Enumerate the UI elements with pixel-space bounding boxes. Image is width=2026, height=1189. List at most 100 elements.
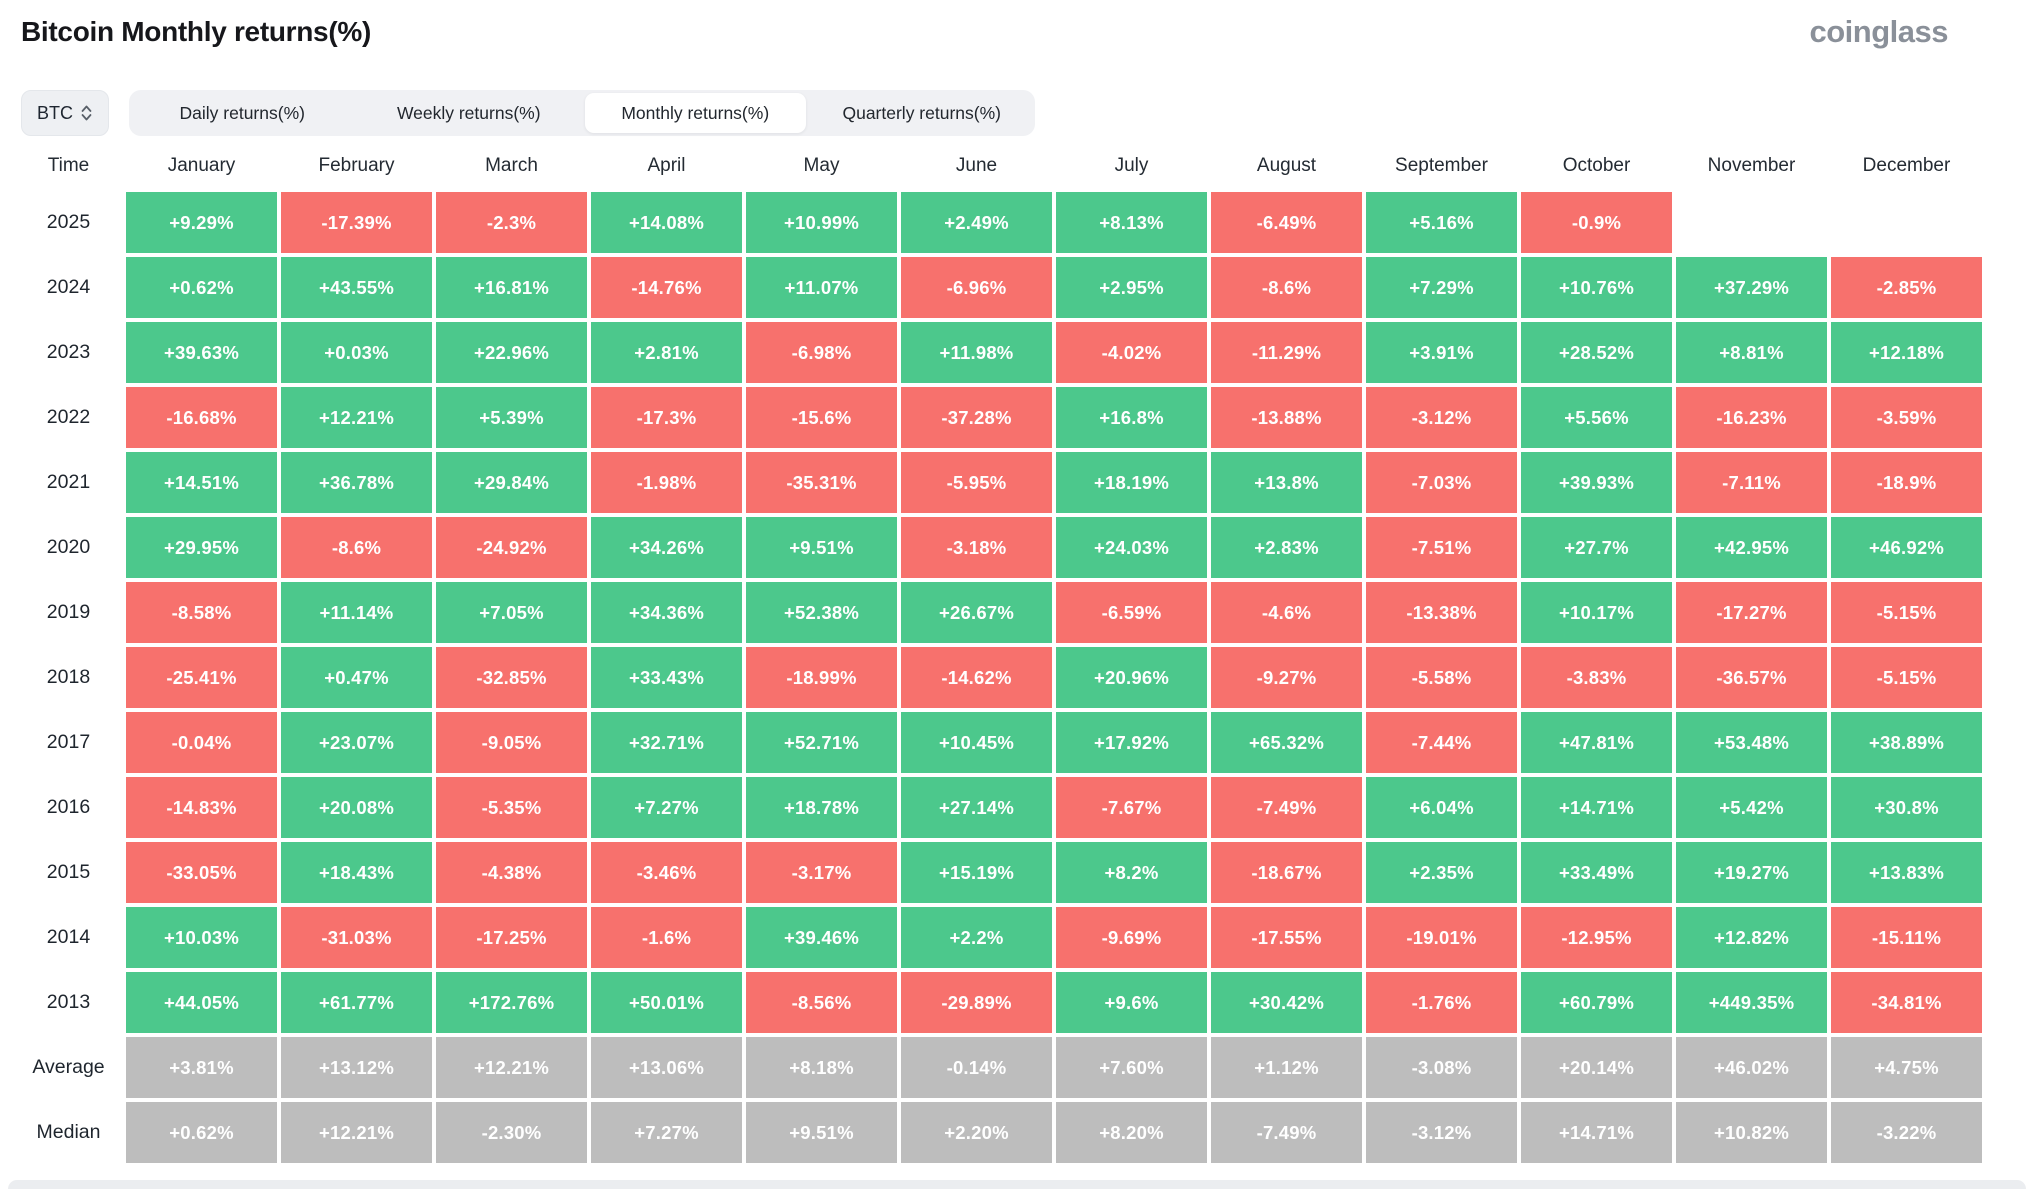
return-cell: -2.85% — [1831, 257, 1982, 318]
return-cell: +8.2% — [1056, 842, 1207, 903]
topbar: Bitcoin Monthly returns(%) coinglass — [0, 0, 2026, 50]
return-cell: +0.62% — [126, 257, 277, 318]
return-cell: -5.15% — [1831, 647, 1982, 708]
return-cell: -8.6% — [1211, 257, 1362, 318]
return-cell: +2.95% — [1056, 257, 1207, 318]
return-cell: +42.95% — [1676, 517, 1827, 578]
return-cell: +14.71% — [1521, 1102, 1672, 1163]
return-cell: +39.46% — [746, 907, 897, 968]
return-cell: +10.76% — [1521, 257, 1672, 318]
return-cell: -11.29% — [1211, 322, 1362, 383]
return-cell: +2.2% — [901, 907, 1052, 968]
return-cell: -8.58% — [126, 582, 277, 643]
tab-quarterly-returns[interactable]: Quarterly returns(%) — [842, 102, 1001, 123]
return-cell: +38.89% — [1831, 712, 1982, 773]
return-cell: -33.05% — [126, 842, 277, 903]
return-cell: -1.98% — [591, 452, 742, 513]
coin-selector-label: BTC — [37, 102, 73, 123]
return-cell: -9.69% — [1056, 907, 1207, 968]
return-cell: +18.78% — [746, 777, 897, 838]
return-cell: -18.9% — [1831, 452, 1982, 513]
return-cell: +46.02% — [1676, 1037, 1827, 1098]
return-cell: +449.35% — [1676, 972, 1827, 1033]
return-cell: +13.12% — [281, 1037, 432, 1098]
return-cell: +18.19% — [1056, 452, 1207, 513]
return-cell: -7.51% — [1366, 517, 1517, 578]
return-cell: +11.07% — [746, 257, 897, 318]
return-cell: -16.68% — [126, 387, 277, 448]
return-cell: -14.76% — [591, 257, 742, 318]
return-cell — [1831, 192, 1982, 253]
return-cell: -1.76% — [1366, 972, 1517, 1033]
return-cell: -7.49% — [1211, 777, 1362, 838]
return-cell: -17.25% — [436, 907, 587, 968]
return-cell: +23.07% — [281, 712, 432, 773]
return-cell: +10.03% — [126, 907, 277, 968]
return-cell: +9.51% — [746, 517, 897, 578]
row-label: 2022 — [46, 406, 91, 428]
return-cell: -3.46% — [591, 842, 742, 903]
return-cell: -1.6% — [591, 907, 742, 968]
tab-group: Daily returns(%) Weekly returns(%) Monthly… — [129, 90, 1035, 136]
return-cell: +0.47% — [281, 647, 432, 708]
return-cell: -6.59% — [1056, 582, 1207, 643]
return-cell: +20.14% — [1521, 1037, 1672, 1098]
return-cell: -4.38% — [436, 842, 587, 903]
return-cell: +9.29% — [126, 192, 277, 253]
return-cell: +39.93% — [1521, 452, 1672, 513]
row-label: 2017 — [46, 731, 91, 753]
return-cell: +7.27% — [591, 1102, 742, 1163]
return-cell: +2.83% — [1211, 517, 1362, 578]
coin-selector[interactable]: BTC — [21, 90, 109, 136]
row-label: 2020 — [46, 536, 91, 558]
return-cell: +5.39% — [436, 387, 587, 448]
return-cell: -18.67% — [1211, 842, 1362, 903]
return-cell: -3.59% — [1831, 387, 1982, 448]
return-cell: +0.62% — [126, 1102, 277, 1163]
return-cell: -5.35% — [436, 777, 587, 838]
row-label: 2018 — [46, 666, 91, 688]
return-cell: +5.16% — [1366, 192, 1517, 253]
return-cell: +7.27% — [591, 777, 742, 838]
return-cell: -5.15% — [1831, 582, 1982, 643]
return-cell: +2.49% — [901, 192, 1052, 253]
tab-monthly-returns[interactable]: Monthly returns(%) — [585, 93, 806, 133]
return-cell: -8.56% — [746, 972, 897, 1033]
return-cell: -37.28% — [901, 387, 1052, 448]
return-cell: +2.81% — [591, 322, 742, 383]
column-header: June — [955, 155, 998, 176]
return-cell: -5.58% — [1366, 647, 1517, 708]
return-cell: +12.21% — [281, 1102, 432, 1163]
return-cell: -7.67% — [1056, 777, 1207, 838]
row-label: 2023 — [46, 341, 91, 363]
return-cell: -34.81% — [1831, 972, 1982, 1033]
column-header: December — [1862, 155, 1951, 176]
column-header: January — [167, 155, 236, 176]
return-cell: -3.12% — [1366, 1102, 1517, 1163]
return-cell: -0.04% — [126, 712, 277, 773]
return-cell: -3.22% — [1831, 1102, 1982, 1163]
return-cell: +13.83% — [1831, 842, 1982, 903]
tab-weekly-returns[interactable]: Weekly returns(%) — [396, 102, 541, 123]
return-cell: +37.29% — [1676, 257, 1827, 318]
row-label: 2015 — [46, 861, 91, 883]
return-cell: -14.83% — [126, 777, 277, 838]
return-cell: +172.76% — [436, 972, 587, 1033]
return-cell: +14.08% — [591, 192, 742, 253]
return-cell: +13.8% — [1211, 452, 1362, 513]
column-header: February — [318, 155, 395, 176]
return-cell: -0.14% — [901, 1037, 1052, 1098]
column-header: Time — [47, 155, 90, 176]
tab-daily-returns[interactable]: Daily returns(%) — [179, 102, 305, 123]
row-label: 2016 — [46, 796, 91, 818]
return-cell: +33.49% — [1521, 842, 1672, 903]
return-cell: -36.57% — [1676, 647, 1827, 708]
sort-chevron-icon — [81, 105, 92, 121]
return-cell: -3.08% — [1366, 1037, 1517, 1098]
return-cell: +30.8% — [1831, 777, 1982, 838]
returns-table: Time January February March April May June July… — [15, 144, 1982, 1163]
return-cell: -35.31% — [746, 452, 897, 513]
return-cell: -2.30% — [436, 1102, 587, 1163]
return-cell: +13.06% — [591, 1037, 742, 1098]
return-cell: +24.03% — [1056, 517, 1207, 578]
